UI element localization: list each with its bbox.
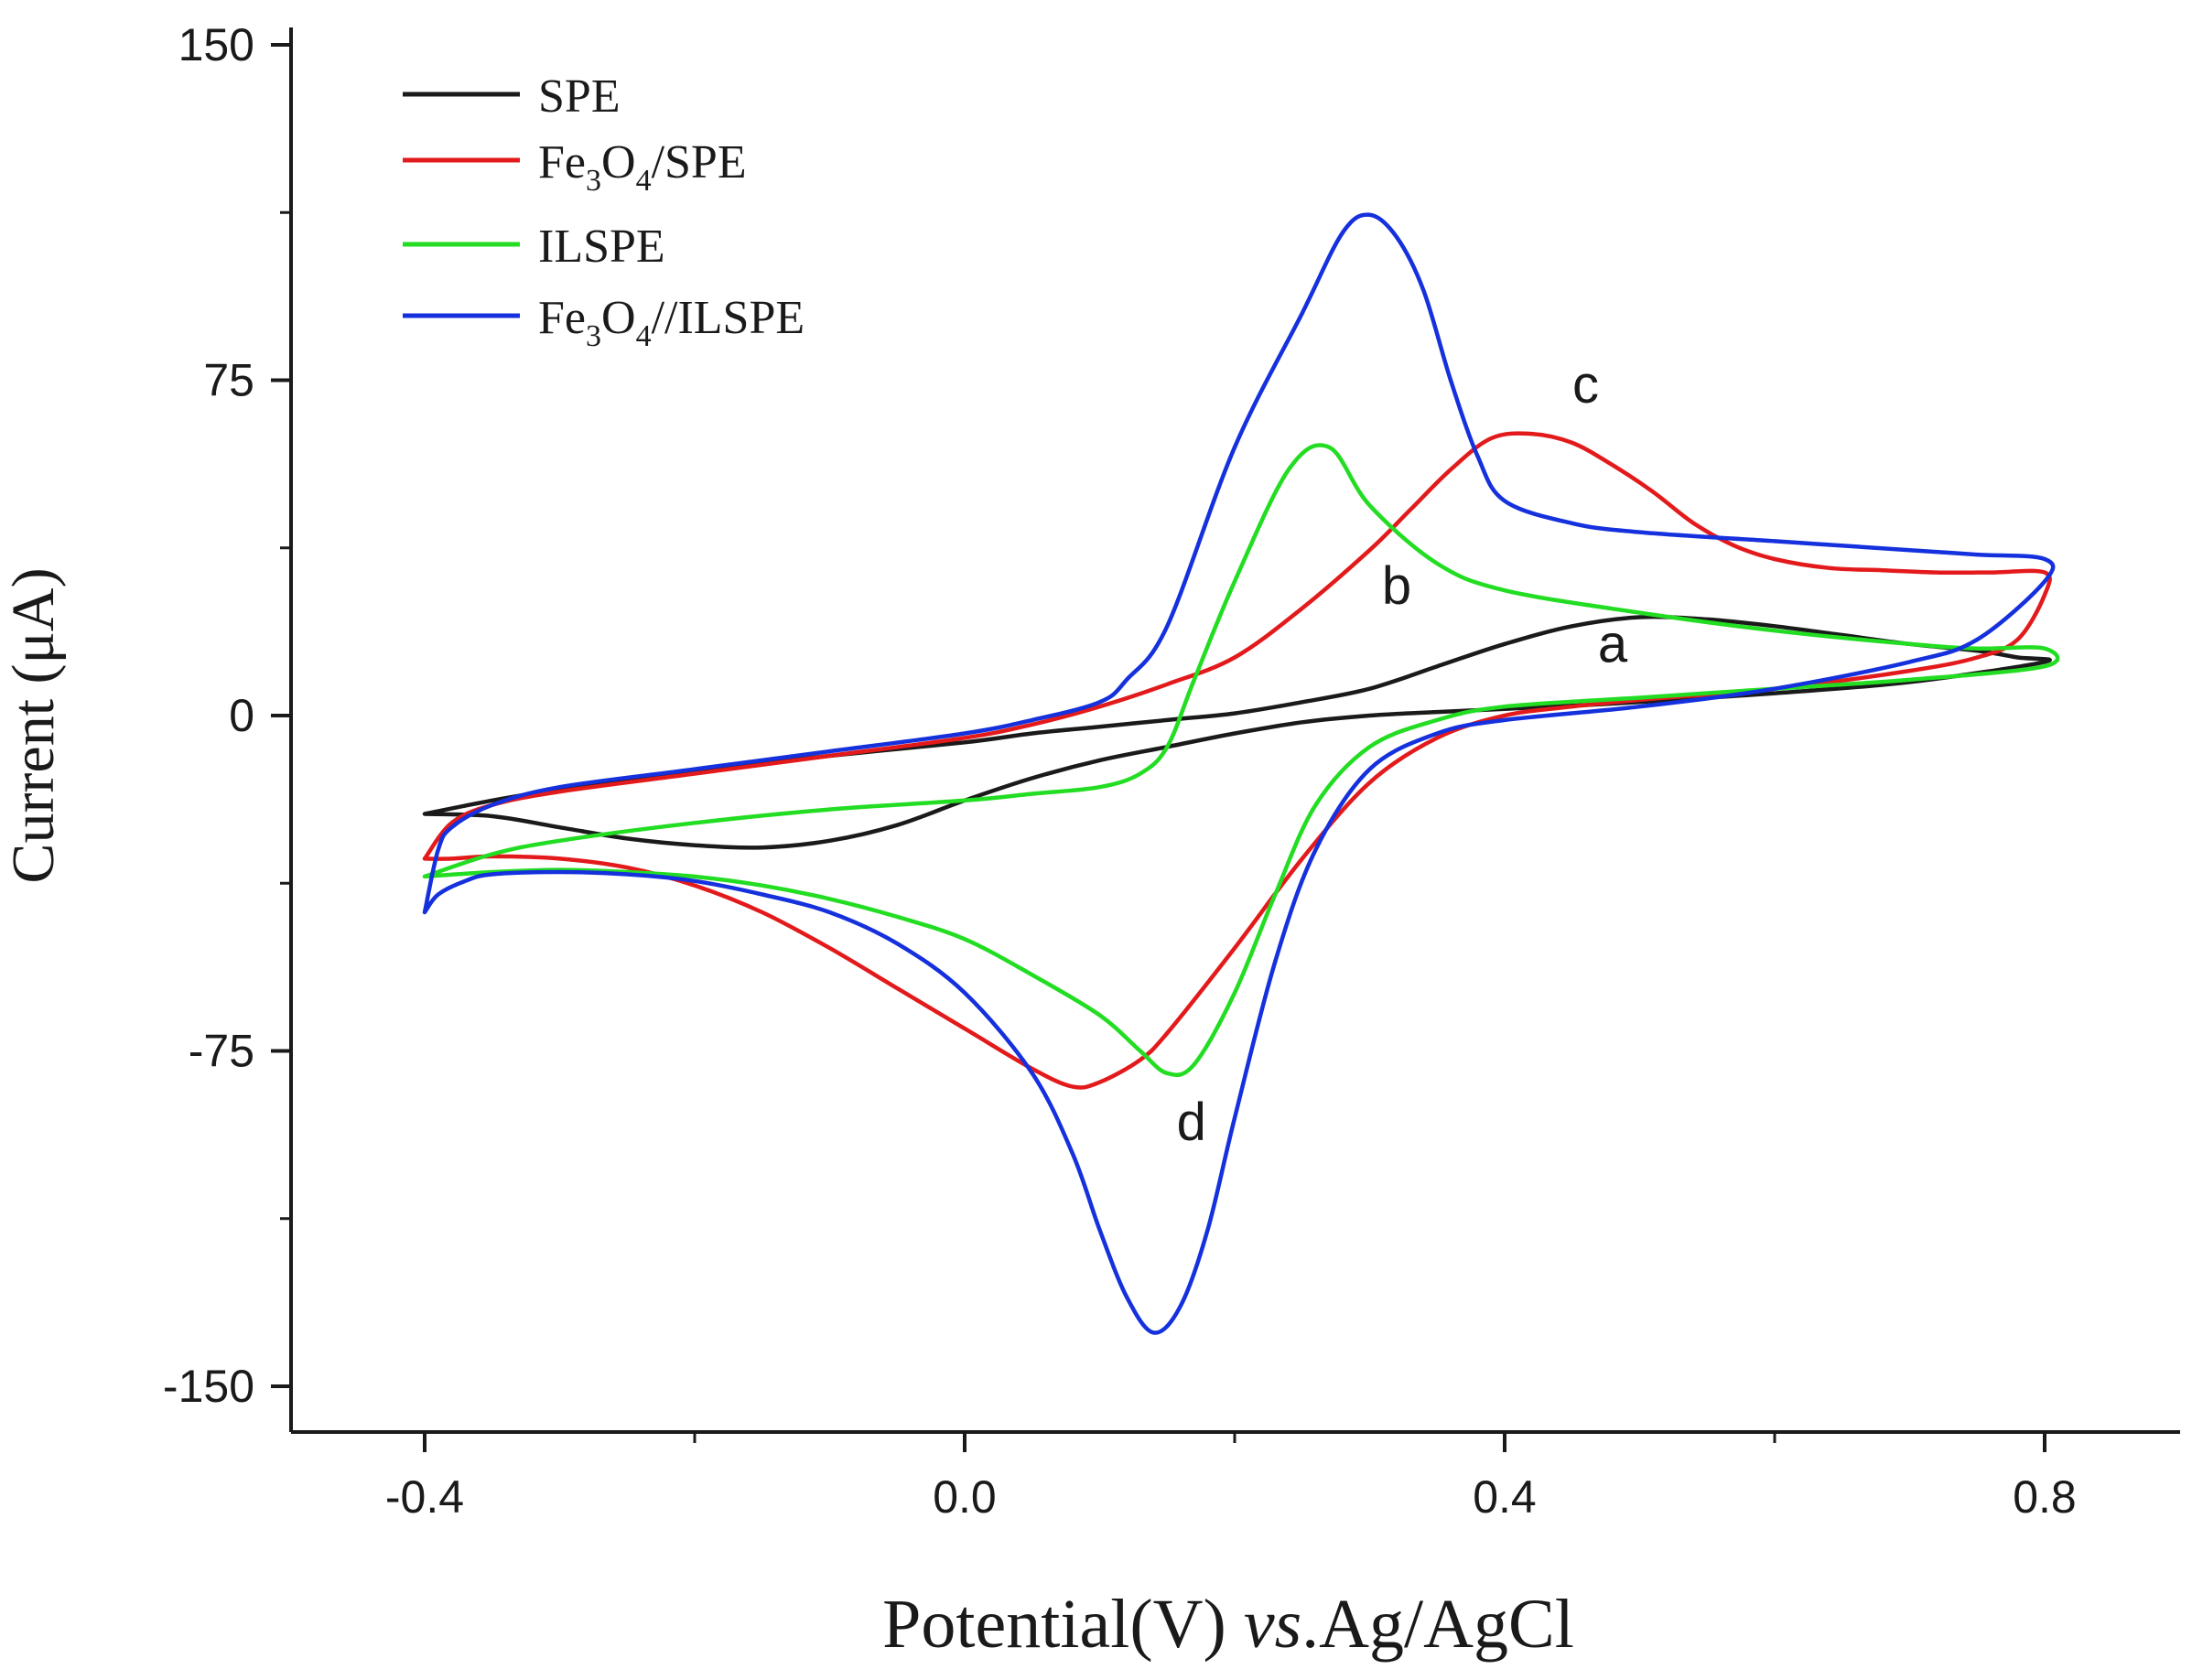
y-tick-label: 0 [229, 690, 254, 741]
x-axis-label-main: Potential(V) [882, 1586, 1244, 1663]
y-tick-label: 150 [178, 19, 254, 70]
ticks-layer: 150 75 0 -75 -150 -0.4 0.0 0.4 0.8 [163, 19, 2077, 1523]
legend: SPE Fe3O4/SPE ILSPE Fe3O4//ILSPE [403, 70, 804, 353]
series-line-spe [422, 614, 2052, 850]
y-axis-label: Current (μA) [0, 567, 67, 883]
x-axis-label-tail: .Ag/AgCl [1301, 1586, 1574, 1663]
legend-item-ilspe: ILSPE [403, 221, 665, 273]
legend-label: ILSPE [538, 221, 665, 273]
y-tick-label: -75 [189, 1026, 254, 1077]
x-axis-label-italic: vs [1244, 1586, 1301, 1663]
y-tick-label: 75 [203, 355, 254, 406]
series-line-fe3o4_ilspe [422, 212, 2056, 1335]
series-line-fe3o4_spe [422, 431, 2052, 1090]
x-axis-label: Potential(V) vs.Ag/AgCl [882, 1586, 1574, 1663]
x-tick-label: 0.0 [933, 1471, 997, 1523]
legend-item-fe3o4_ilspe: Fe3O4//ILSPE [403, 292, 804, 353]
curve-annotation-c: c [1572, 355, 1599, 415]
curve-annotation-b: b [1382, 556, 1411, 616]
legend-item-spe: SPE [403, 70, 621, 123]
curve-annotation-d: d [1177, 1093, 1206, 1152]
curve-annotation-a: a [1598, 614, 1628, 673]
x-tick-label: 0.8 [2013, 1471, 2077, 1523]
legend-label: Fe3O4/SPE [538, 136, 747, 198]
x-tick-label: -0.4 [385, 1471, 464, 1523]
annotation-layer: a b c d [1177, 355, 1628, 1152]
series-layer [422, 212, 2060, 1335]
legend-label: Fe3O4//ILSPE [538, 292, 804, 353]
x-tick-label: 0.4 [1473, 1471, 1537, 1523]
legend-label: SPE [538, 70, 621, 123]
y-tick-label: -150 [163, 1361, 254, 1412]
legend-item-fe3o4_spe: Fe3O4/SPE [403, 136, 747, 198]
series-line-ilspe [422, 443, 2060, 1078]
